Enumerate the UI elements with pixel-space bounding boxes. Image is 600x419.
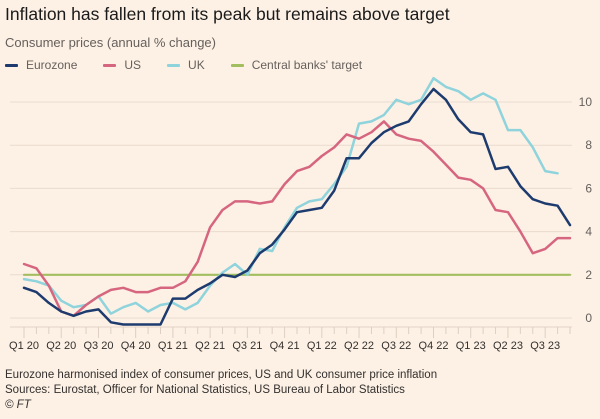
x-tick-label: Q3 20 [83,340,113,352]
legend-label-target: Central banks' target [251,58,363,72]
x-tick-label: Q2 22 [344,340,374,352]
legend-item-target: Central banks' target [230,58,363,72]
x-tick-label: Q2 20 [46,340,76,352]
series-line-uk [22,76,559,315]
legend-swatch-eurozone [5,63,18,67]
x-tick-label: Q3 21 [232,340,262,352]
y-tick-label: 10 [579,95,593,109]
legend-item-eurozone: Eurozone [5,58,77,72]
series-line-eurozone [22,87,572,326]
legend-label-uk: UK [188,58,205,72]
x-tick-label: Q3 23 [530,340,560,352]
x-tick-label: Q1 21 [158,340,188,352]
footer-sources: Sources: Eurostat, Officer for National … [5,384,405,396]
x-tick-label: Q4 22 [419,340,449,352]
chart-footer: Eurozone harmonised index of consumer pr… [5,368,437,413]
gridlines [10,101,572,319]
x-tick-label: Q1 23 [456,340,486,352]
legend-swatch-uk [167,63,181,67]
y-tick-label: 4 [585,225,592,239]
legend-swatch-target [230,63,244,67]
footer-copyright: © FT [5,399,31,411]
x-tick-label: Q3 22 [381,340,411,352]
chart-title: Inflation has fallen from its peak but r… [5,4,450,24]
legend-label-eurozone: Eurozone [26,58,78,72]
legend-item-uk: UK [167,58,205,72]
x-tick-label: Q1 22 [307,340,337,352]
y-axis: 0 2 4 6 8 10 [579,95,593,325]
x-tick-label: Q1 20 [9,340,39,352]
footer-note: Eurozone harmonised index of consumer pr… [5,369,438,381]
legend-swatch-us [103,63,117,67]
x-tick-label: Q2 23 [493,340,523,352]
y-tick-label: 0 [585,311,592,325]
x-tick-label: Q2 21 [195,340,225,352]
series-lines [22,76,572,326]
legend: Eurozone US UK Central banks' target [5,58,388,72]
y-tick-label: 8 [585,138,592,152]
y-tick-label: 6 [585,181,592,195]
legend-item-us: US [103,58,141,72]
x-axis: Q1 20 Q2 20 Q3 20 Q4 20 Q1 21 Q2 21 Q3 21 Q4 21… [9,326,572,352]
series-line-us [22,120,572,318]
x-tick-label: Q4 20 [121,340,151,352]
x-tick-label: Q4 21 [270,340,300,352]
legend-label-us: US [124,58,142,72]
y-tick-label: 2 [585,268,592,282]
chart-subtitle: Consumer prices (annual % change) [5,35,216,50]
